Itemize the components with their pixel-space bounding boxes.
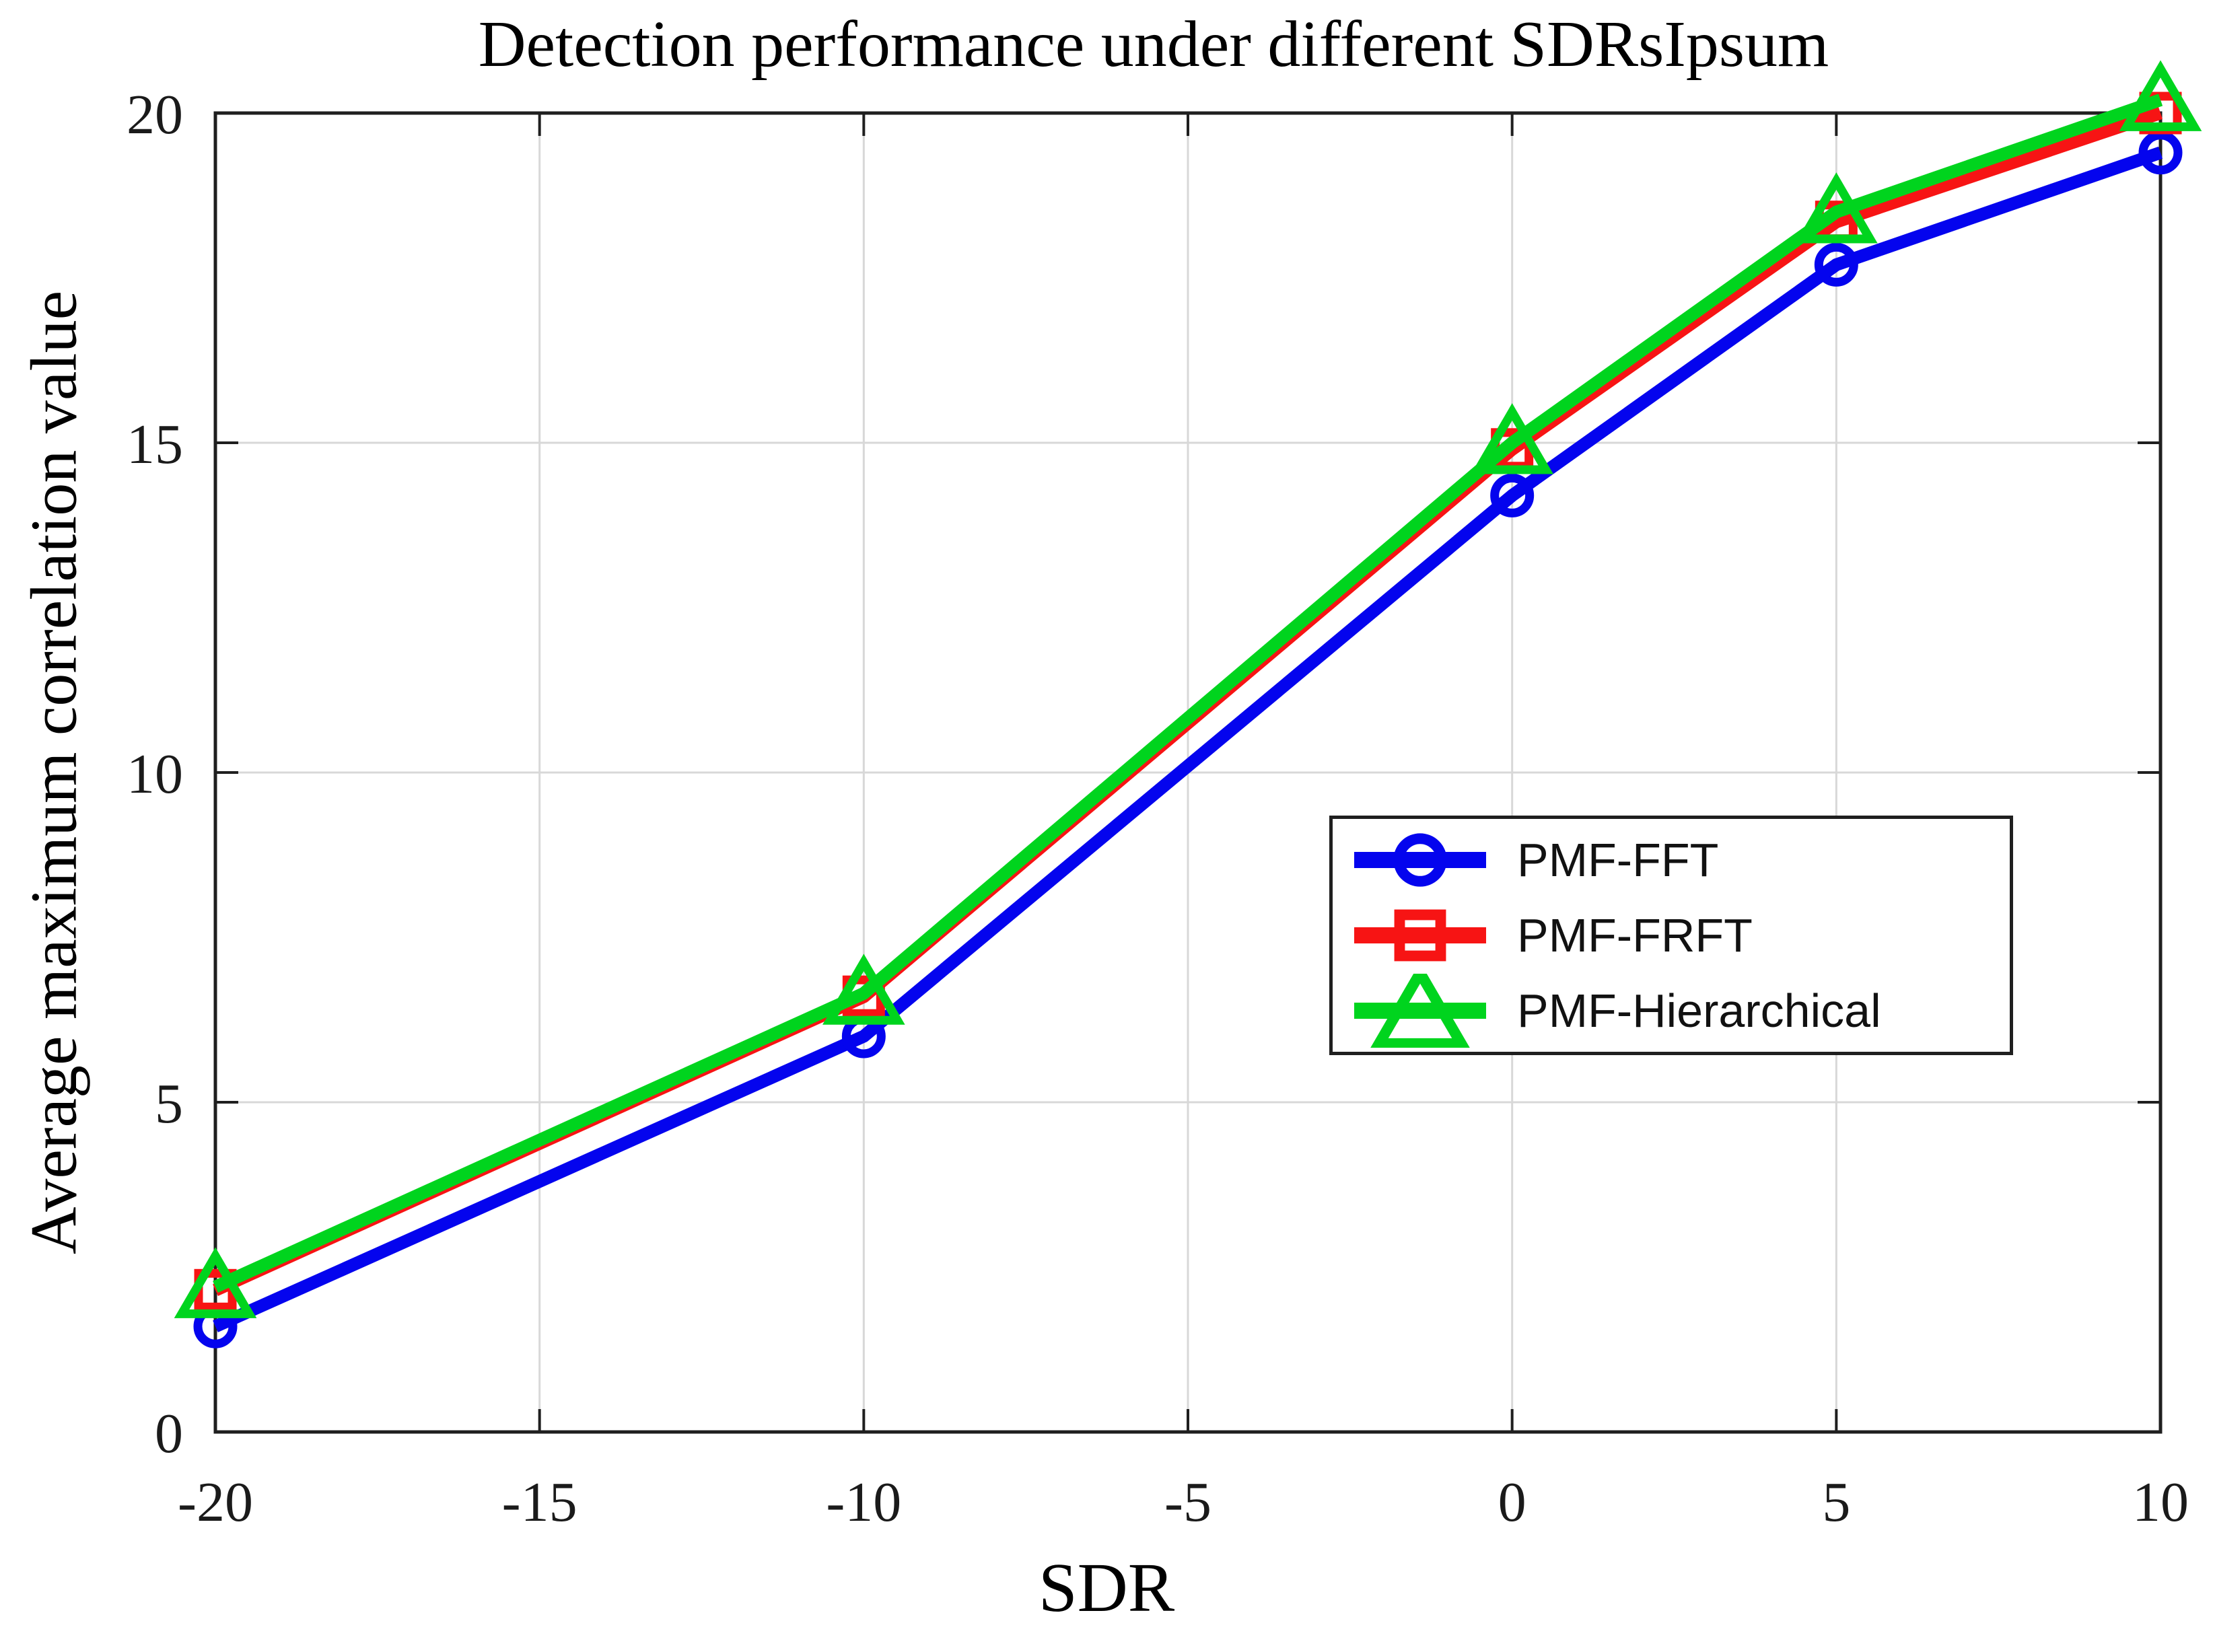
triangle-marker xyxy=(822,954,905,1025)
x-axis-label: SDR xyxy=(1038,1549,1175,1626)
x-tick-label: 10 xyxy=(2132,1471,2189,1534)
chart-title: Detection performance under different SD… xyxy=(478,8,1829,81)
y-tick-label: 5 xyxy=(155,1073,183,1135)
triangle-marker xyxy=(2119,60,2202,131)
y-tick-label: 0 xyxy=(155,1402,183,1465)
circle-marker xyxy=(1393,833,1447,887)
tick-labels: -20 -15 -10 -5 0 5 10 0 5 10 15 20 xyxy=(127,83,2189,1534)
x-tick-label: -5 xyxy=(1164,1471,1211,1534)
x-tick-label: 0 xyxy=(1498,1471,1526,1534)
series-line xyxy=(213,94,2163,1293)
legend-label: PMF-FFT xyxy=(1517,834,1719,886)
triangle-marker xyxy=(1471,403,1553,474)
x-tick-label: 5 xyxy=(1822,1471,1850,1534)
legend-label: PMF-FRFT xyxy=(1517,909,1753,962)
series-line xyxy=(213,146,2163,1332)
circle-marker xyxy=(2138,131,2183,175)
square-marker xyxy=(1394,909,1446,962)
legend-label: PMF-Hierarchical xyxy=(1517,984,1881,1037)
legend-marker-sample xyxy=(1354,833,1486,887)
triangle-marker xyxy=(174,1247,257,1318)
y-axis-label: Average maximum correlation value xyxy=(17,290,91,1255)
x-tick-label: -20 xyxy=(178,1471,253,1534)
series-PMF-FFT xyxy=(193,131,2183,1349)
circle-marker xyxy=(1490,473,1535,517)
legend-entry: PMF-FFT xyxy=(1350,823,2003,897)
legend-marker-sample xyxy=(1354,909,1486,962)
circle-marker xyxy=(1814,242,1858,287)
y-tick-label: 20 xyxy=(127,83,183,146)
legend-entry: PMF-FRFT xyxy=(1350,898,2003,972)
legend-marker-sample xyxy=(1354,974,1486,1048)
legend: PMF-FFT PMF-FRFT PMF-Hierarchical xyxy=(1329,816,2013,1055)
triangle-marker xyxy=(1795,172,1878,244)
x-tick-label: -10 xyxy=(826,1471,901,1534)
y-tick-label: 15 xyxy=(127,413,183,476)
triangle-marker xyxy=(1370,974,1470,1048)
y-tick-label: 10 xyxy=(127,743,183,805)
series-PMF-Hierarchical xyxy=(174,60,2202,1318)
x-tick-label: -15 xyxy=(502,1471,577,1534)
legend-entry: PMF-Hierarchical xyxy=(1350,974,2003,1048)
tick-marks xyxy=(214,112,2162,1433)
